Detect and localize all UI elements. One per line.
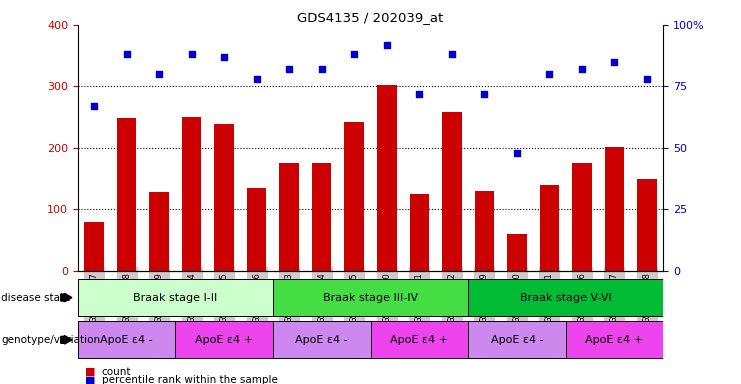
Bar xyxy=(117,118,136,271)
Bar xyxy=(176,321,273,358)
Text: ApoE ε4 +: ApoE ε4 + xyxy=(391,335,448,345)
Bar xyxy=(273,279,468,316)
Bar xyxy=(637,179,657,271)
Point xyxy=(511,150,523,156)
Point xyxy=(446,51,458,58)
Text: disease state: disease state xyxy=(1,293,71,303)
Bar xyxy=(78,321,176,358)
Point xyxy=(348,51,360,58)
Bar xyxy=(468,279,663,316)
Text: Braak stage I-II: Braak stage I-II xyxy=(133,293,218,303)
Point xyxy=(576,66,588,72)
Bar xyxy=(605,147,624,271)
Bar xyxy=(279,163,299,271)
Text: ApoE ε4 -: ApoE ε4 - xyxy=(491,335,543,345)
Bar xyxy=(312,163,331,271)
Text: Braak stage V-VI: Braak stage V-VI xyxy=(519,293,611,303)
Title: GDS4135 / 202039_at: GDS4135 / 202039_at xyxy=(297,11,444,24)
Point xyxy=(543,71,555,77)
Text: ApoE ε4 -: ApoE ε4 - xyxy=(100,335,153,345)
Bar xyxy=(370,321,468,358)
Bar xyxy=(247,188,267,271)
Bar xyxy=(150,192,169,271)
Bar xyxy=(345,122,364,271)
Text: ApoE ε4 +: ApoE ε4 + xyxy=(585,335,643,345)
Text: Braak stage III-IV: Braak stage III-IV xyxy=(323,293,418,303)
Point xyxy=(218,54,230,60)
Bar xyxy=(442,112,462,271)
Point xyxy=(479,91,491,97)
Point xyxy=(641,76,653,82)
Point xyxy=(608,59,620,65)
Text: count: count xyxy=(102,367,131,377)
Text: ■: ■ xyxy=(85,367,96,377)
Text: ApoE ε4 -: ApoE ε4 - xyxy=(296,335,348,345)
Point xyxy=(186,51,198,58)
Bar xyxy=(507,234,527,271)
Point xyxy=(413,91,425,97)
Bar xyxy=(468,321,565,358)
Point xyxy=(153,71,165,77)
Point xyxy=(381,41,393,48)
Point xyxy=(250,76,262,82)
Bar xyxy=(214,124,234,271)
Bar xyxy=(377,85,396,271)
Point xyxy=(121,51,133,58)
Text: ApoE ε4 +: ApoE ε4 + xyxy=(195,335,253,345)
Point xyxy=(283,66,295,72)
Bar xyxy=(572,163,591,271)
Bar xyxy=(78,279,273,316)
Bar xyxy=(539,185,559,271)
Text: ■: ■ xyxy=(85,375,96,384)
Bar xyxy=(182,117,202,271)
Bar xyxy=(474,191,494,271)
Text: genotype/variation: genotype/variation xyxy=(1,335,101,345)
Bar xyxy=(84,222,104,271)
Bar xyxy=(273,321,370,358)
Point xyxy=(88,103,100,109)
Bar xyxy=(410,194,429,271)
Text: percentile rank within the sample: percentile rank within the sample xyxy=(102,375,277,384)
Point xyxy=(316,66,328,72)
Bar xyxy=(565,321,663,358)
